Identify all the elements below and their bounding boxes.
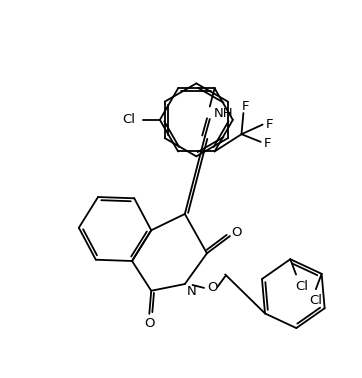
Text: F: F: [241, 100, 249, 113]
Text: O: O: [231, 226, 242, 239]
Text: N: N: [187, 285, 197, 298]
Text: F: F: [266, 118, 273, 131]
Text: O: O: [144, 317, 155, 330]
Text: Cl: Cl: [295, 280, 308, 293]
Text: NH: NH: [214, 107, 233, 120]
Text: O: O: [207, 281, 218, 294]
Text: Cl: Cl: [310, 294, 323, 307]
Text: F: F: [264, 137, 271, 150]
Text: Cl: Cl: [123, 113, 136, 126]
